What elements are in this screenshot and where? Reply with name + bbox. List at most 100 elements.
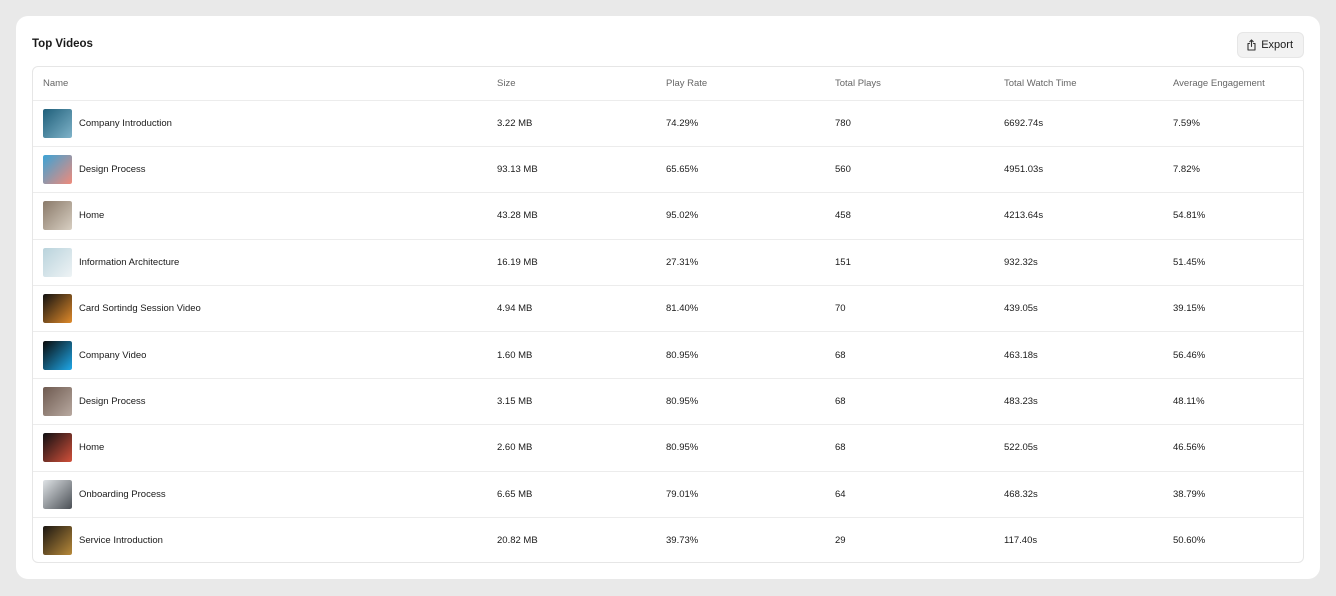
size-cell: 20.82 MB xyxy=(497,535,538,547)
table-row[interactable]: Onboarding Process 6.65 MB 79.01% 64 468.32s… xyxy=(33,471,1303,519)
video-name[interactable]: Information Architecture xyxy=(79,256,180,268)
total-watch-time-cell: 117.40s xyxy=(1004,535,1038,547)
name-cell: Onboarding Process xyxy=(33,471,487,519)
top-videos-card: Top Videos Export Name Size Play Rate To… xyxy=(16,16,1320,579)
column-header-name[interactable]: Name xyxy=(33,67,487,101)
video-name[interactable]: Home xyxy=(79,210,105,222)
video-name-wrapper: Service Introduction xyxy=(43,526,477,556)
average-engagement-cell: 39.15% xyxy=(1163,285,1303,333)
name-cell: Service Introduction xyxy=(33,518,487,562)
video-name-wrapper: Company Video xyxy=(43,340,477,370)
total-plays-cell: 64 xyxy=(825,471,994,519)
average-engagement-cell: 38.79% xyxy=(1163,471,1303,519)
table-row[interactable]: Company Introduction 3.22 MB 74.29% 780 6692… xyxy=(33,100,1303,147)
name-cell: Home xyxy=(33,424,487,472)
total-watch-time-cell: 4213.64s xyxy=(994,192,1163,240)
size-cell: 16.19 MB xyxy=(487,239,656,287)
total-plays-cell: 68 xyxy=(825,331,994,379)
column-header-total-watch-time[interactable]: Total Watch Time xyxy=(994,67,1163,101)
video-name[interactable]: Design Process xyxy=(79,164,146,176)
column-header-total-plays[interactable]: Total Plays xyxy=(825,67,994,101)
play-rate-cell: 80.95% xyxy=(656,331,825,379)
video-name-wrapper: Information Architecture xyxy=(43,247,477,277)
video-name[interactable]: Home xyxy=(79,442,105,454)
table-header-row: Name Size Play Rate Total Plays Total Wa… xyxy=(33,67,1303,101)
play-rate-cell: 74.29% xyxy=(656,100,825,147)
video-name[interactable]: Company Video xyxy=(79,349,147,361)
size-cell: 43.28 MB xyxy=(487,192,656,240)
column-header-size[interactable]: Size xyxy=(487,67,656,101)
average-engagement-cell: 56.46% xyxy=(1163,331,1303,379)
name-cell: Design Process xyxy=(33,378,487,426)
size-cell: 4.94 MB xyxy=(487,285,656,333)
share-upload-icon xyxy=(1246,39,1257,51)
video-name-wrapper: Company Introduction xyxy=(43,108,477,138)
table-row[interactable]: Design Process 93.13 MB 65.65% 560 4951.03s 7… xyxy=(33,146,1303,194)
video-name[interactable]: Company Introduction xyxy=(79,117,172,129)
size-cell: 3.22 MB xyxy=(487,100,656,147)
play-rate-cell: 39.73% xyxy=(666,535,699,547)
name-cell: Home xyxy=(33,192,487,240)
video-thumbnail xyxy=(43,340,72,370)
video-thumbnail xyxy=(43,294,72,324)
column-header-play-rate[interactable]: Play Rate xyxy=(656,67,825,101)
play-rate-cell: 95.02% xyxy=(656,192,825,240)
name-cell: Information Architecture xyxy=(33,239,487,287)
total-plays-cell: 560 xyxy=(825,146,994,194)
video-name[interactable]: Service Introduction xyxy=(79,535,163,547)
name-cell: Card Sortindg Session Video xyxy=(33,285,487,333)
table-row[interactable]: Company Video 1.60 MB 80.95% 68 463.18s 56.46… xyxy=(33,331,1303,379)
video-thumbnail xyxy=(43,387,72,417)
table-row[interactable]: Home 43.28 MB 95.02% 458 4213.64s 54.81% xyxy=(33,192,1303,240)
video-name[interactable]: Card Sortindg Session Video xyxy=(79,303,201,315)
video-name[interactable]: Onboarding Process xyxy=(79,488,166,500)
export-label: Export xyxy=(1261,39,1293,51)
size-cell: 2.60 MB xyxy=(487,424,656,472)
play-rate-cell: 80.95% xyxy=(656,378,825,426)
video-thumbnail xyxy=(43,201,72,231)
video-thumbnail xyxy=(43,247,72,277)
video-name[interactable]: Design Process xyxy=(79,396,146,408)
average-engagement-cell: 54.81% xyxy=(1163,192,1303,240)
total-plays-cell: 780 xyxy=(825,100,994,147)
table-row[interactable]: Service Introduction 20.82 MB 39.73% 29 117.… xyxy=(33,518,1303,562)
video-name-wrapper: Design Process xyxy=(43,387,477,417)
total-plays-cell: 68 xyxy=(825,378,994,426)
total-watch-time-cell: 463.18s xyxy=(994,331,1163,379)
total-plays-cell: 29 xyxy=(835,535,846,547)
table-row[interactable]: Information Architecture 16.19 MB 27.31% 15… xyxy=(33,239,1303,287)
video-thumbnail xyxy=(43,526,72,556)
average-engagement-cell: 46.56% xyxy=(1163,424,1303,472)
total-watch-time-cell: 522.05s xyxy=(994,424,1163,472)
total-watch-time-cell: 468.32s xyxy=(994,471,1163,519)
size-cell: 3.15 MB xyxy=(487,378,656,426)
card-title: Top Videos xyxy=(32,38,93,50)
video-thumbnail xyxy=(43,433,72,463)
table-row[interactable]: Design Process 3.15 MB 80.95% 68 483.23s 48.1… xyxy=(33,378,1303,426)
size-cell: 1.60 MB xyxy=(487,331,656,379)
export-button[interactable]: Export xyxy=(1237,32,1304,58)
top-videos-table-container: Name Size Play Rate Total Plays Total Wa… xyxy=(32,66,1304,563)
play-rate-cell: 79.01% xyxy=(656,471,825,519)
video-name-wrapper: Onboarding Process xyxy=(43,479,477,509)
average-engagement-cell: 50.60% xyxy=(1173,535,1206,547)
average-engagement-cell: 51.45% xyxy=(1163,239,1303,287)
size-cell: 93.13 MB xyxy=(487,146,656,194)
video-name-wrapper: Card Sortindg Session Video xyxy=(43,294,477,324)
table-body: Company Introduction 3.22 MB 74.29% 780 6692… xyxy=(33,100,1303,562)
video-name-wrapper: Design Process xyxy=(43,155,477,185)
average-engagement-cell: 7.82% xyxy=(1163,146,1303,194)
column-header-average-engagement[interactable]: Average Engagement xyxy=(1163,67,1303,101)
video-name-wrapper: Home xyxy=(43,201,477,231)
video-name-wrapper: Home xyxy=(43,433,477,463)
total-watch-time-cell: 439.05s xyxy=(994,285,1163,333)
total-watch-time-cell: 4951.03s xyxy=(994,146,1163,194)
table-row[interactable]: Home 2.60 MB 80.95% 68 522.05s 46.56% xyxy=(33,424,1303,472)
play-rate-cell: 65.65% xyxy=(656,146,825,194)
total-watch-time-cell: 6692.74s xyxy=(994,100,1163,147)
table-row[interactable]: Card Sortindg Session Video 4.94 MB 81.40%… xyxy=(33,285,1303,333)
total-plays-cell: 458 xyxy=(825,192,994,240)
top-videos-table: Name Size Play Rate Total Plays Total Wa… xyxy=(33,67,1303,562)
total-plays-cell: 68 xyxy=(825,424,994,472)
total-plays-cell: 70 xyxy=(825,285,994,333)
